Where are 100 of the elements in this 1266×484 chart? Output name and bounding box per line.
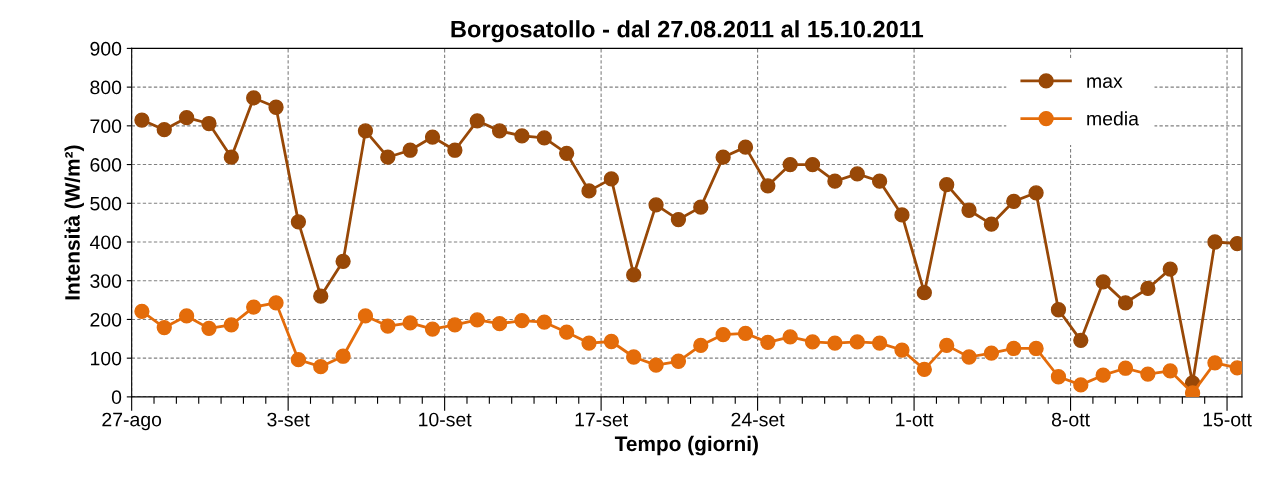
point [760,334,776,350]
point [760,178,776,194]
point [916,285,932,301]
x-tick-label: 15-ott [1203,412,1252,427]
point [380,149,396,165]
point [424,321,441,337]
point [290,214,307,230]
point [201,115,217,132]
point [268,295,284,311]
point [603,333,619,350]
point [1073,377,1089,393]
point [559,145,575,161]
point [782,329,798,345]
point [1073,332,1089,348]
y-tick-label: 0 [111,390,122,405]
y-tick-label: 700 [90,119,122,134]
point [894,207,910,223]
x-axis-title: Tempo (giorni) [614,435,758,456]
point [782,156,798,173]
y-tick-label: 800 [90,80,122,95]
point [223,317,239,333]
point [715,149,731,165]
x-tick-label: 8-ott [1051,412,1090,427]
point [626,267,642,283]
point [871,173,888,189]
point [1028,185,1044,201]
point [335,348,351,364]
point [402,142,418,158]
point [693,199,709,215]
x-tick-label: 1-ott [896,412,934,427]
point [536,130,552,146]
point [357,308,374,324]
x-tick-label: 27-ago [102,412,162,431]
point [178,110,195,126]
y-tick-label: 900 [90,41,122,56]
point [447,317,463,333]
point [1095,274,1111,290]
point [939,337,955,354]
point [581,183,597,199]
point [134,112,150,128]
point [648,357,664,373]
point [268,99,284,115]
point [1028,340,1044,357]
y-tick-label: 600 [90,158,122,172]
point [693,337,709,354]
x-tick-label: 10-set [419,412,472,427]
chart-title: Borgosatollo - dal 27.08.2011 al 15.10.2011 [451,20,924,43]
point [514,312,530,329]
point [156,122,172,138]
point [961,349,977,365]
point [648,197,664,213]
point [827,173,843,189]
point [737,325,754,342]
point [559,324,575,340]
y-tick-label: 300 [90,274,122,288]
legend-label: media [1087,111,1139,126]
point [469,312,485,328]
point [335,253,351,269]
point [1117,360,1134,376]
point [737,139,754,155]
point [670,353,687,369]
point [178,308,195,324]
point [603,171,619,187]
point [1140,366,1156,382]
point [670,211,687,228]
point [447,142,463,158]
point [1006,340,1022,357]
point [827,335,843,351]
point [1162,363,1178,379]
y-tick-label: 400 [89,235,122,250]
point [313,288,329,304]
point [939,177,955,193]
point [1140,280,1156,297]
point [1050,302,1067,318]
point [313,359,329,375]
point [290,352,307,368]
point [916,361,932,378]
point [983,345,1000,361]
y-axis-title: Intensità (W/m²) [64,145,84,300]
point [246,299,262,315]
y-tick-label: 200 [90,312,122,327]
y-tick-label: 500 [90,196,122,211]
x-tick-label: 3-set [267,412,310,427]
point [1162,261,1178,277]
point [1117,295,1134,311]
point [402,315,418,331]
point [804,334,821,350]
point [581,335,597,351]
point [1095,367,1111,383]
point [491,316,508,332]
point [983,216,1000,232]
point [156,319,172,336]
point [849,334,865,350]
point [715,326,731,343]
point [536,314,552,330]
point [514,128,530,144]
x-tick-label: 17-set [575,412,628,427]
point [1207,355,1223,371]
point [961,202,977,218]
point [871,335,888,351]
